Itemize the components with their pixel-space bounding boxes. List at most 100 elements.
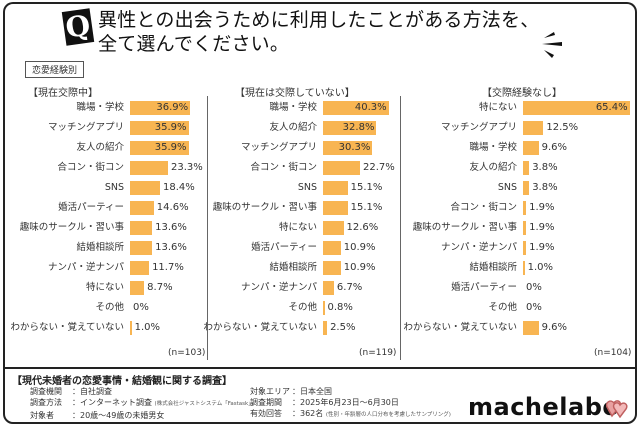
value-label: 13.6% (155, 242, 187, 253)
category-label: SNS (104, 182, 124, 193)
question-title-line1: 異性との出会うために利用したことがある方法を、 (98, 9, 540, 31)
category-label: 婚活パーティー (251, 242, 317, 253)
category-label: 合コン・街コン (450, 202, 517, 213)
category-label: 友人の紹介 (469, 162, 517, 173)
value-label: 3.8% (532, 182, 558, 193)
bar (130, 321, 132, 335)
category-tag: 恋愛経験別 (25, 61, 85, 78)
value-label: 8.7% (147, 282, 173, 293)
category-label: 職場・学校 (76, 102, 124, 113)
category-label: その他 (288, 302, 317, 313)
sample-size-label: (n=103) (168, 348, 206, 358)
bar (523, 161, 530, 175)
bar (323, 201, 348, 215)
bar (323, 161, 360, 175)
bar (323, 181, 348, 195)
value-label: 15.1% (350, 182, 383, 193)
category-label: 特にない (278, 222, 317, 233)
category-label: 職場・学校 (469, 142, 517, 153)
value-label: 18.4% (162, 182, 195, 193)
bar (130, 281, 145, 295)
bar (130, 121, 189, 135)
category-label: ナンパ・逆ナンパ (47, 262, 124, 273)
bar (130, 241, 153, 255)
value-label: 3.8% (532, 162, 558, 173)
bar (130, 261, 150, 275)
category-label: 友人の紹介 (76, 142, 124, 153)
sample-size-label: (n=119) (359, 348, 397, 358)
value-label: 40.3% (354, 102, 387, 113)
brand-logo: machelabo (468, 393, 620, 421)
bar (130, 181, 160, 195)
category-label: 特にない (478, 102, 517, 113)
value-label: 9.6% (541, 142, 568, 153)
q-mark-icon: Q (61, 8, 95, 46)
category-label: 趣味のサークル・習い事 (212, 202, 317, 213)
bar (323, 241, 341, 255)
category-label: SNS (297, 182, 317, 193)
category-label: ナンパ・逆ナンパ (240, 282, 317, 293)
category-label: 婚活パーティー (58, 202, 124, 213)
category-label: 職場・学校 (269, 102, 317, 113)
value-label: 13.6% (155, 222, 187, 233)
value-label: 10.9% (343, 262, 376, 273)
value-label: 1.9% (529, 222, 555, 233)
category-label: その他 (95, 302, 124, 313)
category-label: 友人の紹介 (269, 122, 317, 133)
bar (130, 221, 153, 235)
value-label: 22.7% (363, 162, 395, 173)
value-label: 0.8% (327, 302, 353, 313)
bar (323, 141, 373, 155)
question-title: 異性との出会うために利用したことがある方法を、 全て選んでください。 (98, 8, 539, 56)
category-label: 合コン・街コン (250, 162, 317, 173)
value-label: 14.6% (156, 202, 189, 213)
bar (130, 201, 154, 215)
category-label: わからない・覚えていない (10, 322, 124, 333)
bar (323, 121, 377, 135)
value-label: 0% (133, 302, 149, 313)
value-label: 30.3% (338, 142, 371, 153)
value-label: 35.9% (154, 142, 187, 153)
category-label: わからない・覚えていない (203, 322, 317, 333)
category-label: 趣味のサークル・習い事 (19, 222, 124, 233)
category-label: マッチングアプリ (240, 142, 317, 153)
sparkle-icon (542, 32, 562, 58)
bar (523, 181, 530, 195)
bar (523, 101, 630, 115)
meta-row: 有効回答 ：362名 (性別・年齢層の人口分布を考慮したサンプリング) (250, 409, 451, 418)
category-label: 婚活パーティー (451, 282, 517, 293)
value-label: 23.3% (170, 162, 203, 173)
value-label: 0% (526, 302, 542, 313)
bar (130, 141, 189, 155)
value-label: 12.6% (346, 222, 379, 233)
bar (323, 301, 325, 315)
survey-meta-left: 調査機関 ：自社調査 調査方法 ：インターネット調査 (株式会社ジャストシステム「F… (30, 386, 253, 421)
survey-info-frame (3, 367, 637, 424)
bar (523, 221, 527, 235)
bar (323, 221, 344, 235)
category-label: その他 (488, 302, 517, 313)
value-label: 1.9% (529, 202, 555, 213)
value-label: 1.0% (134, 322, 161, 333)
value-label: 1.0% (527, 262, 554, 273)
value-label: 6.7% (336, 282, 363, 293)
value-label: 15.1% (350, 202, 383, 213)
value-label: 10.9% (343, 242, 376, 253)
category-label: マッチングアプリ (47, 122, 124, 133)
value-label: 2.5% (330, 322, 356, 333)
bar (323, 281, 334, 295)
value-label: 1.9% (529, 242, 555, 253)
bar (323, 101, 389, 115)
question-title-line2: 全て選んでください。 (98, 33, 290, 55)
category-label: 趣味のサークル・習い事 (412, 222, 517, 233)
bar (523, 121, 544, 135)
meta-row: 調査機関 ：自社調査 (30, 387, 112, 396)
category-label: 特にない (85, 282, 124, 293)
meta-row: 対象者 ：20歳〜49歳の未婚男女 (30, 411, 165, 420)
meta-row: 対象エリア ：日本全国 (250, 387, 332, 396)
bar (130, 161, 168, 175)
chart-title: 【現在は交際していない】 (235, 88, 355, 99)
chart-frame (3, 2, 637, 367)
bar (323, 321, 328, 335)
bar (523, 261, 525, 275)
